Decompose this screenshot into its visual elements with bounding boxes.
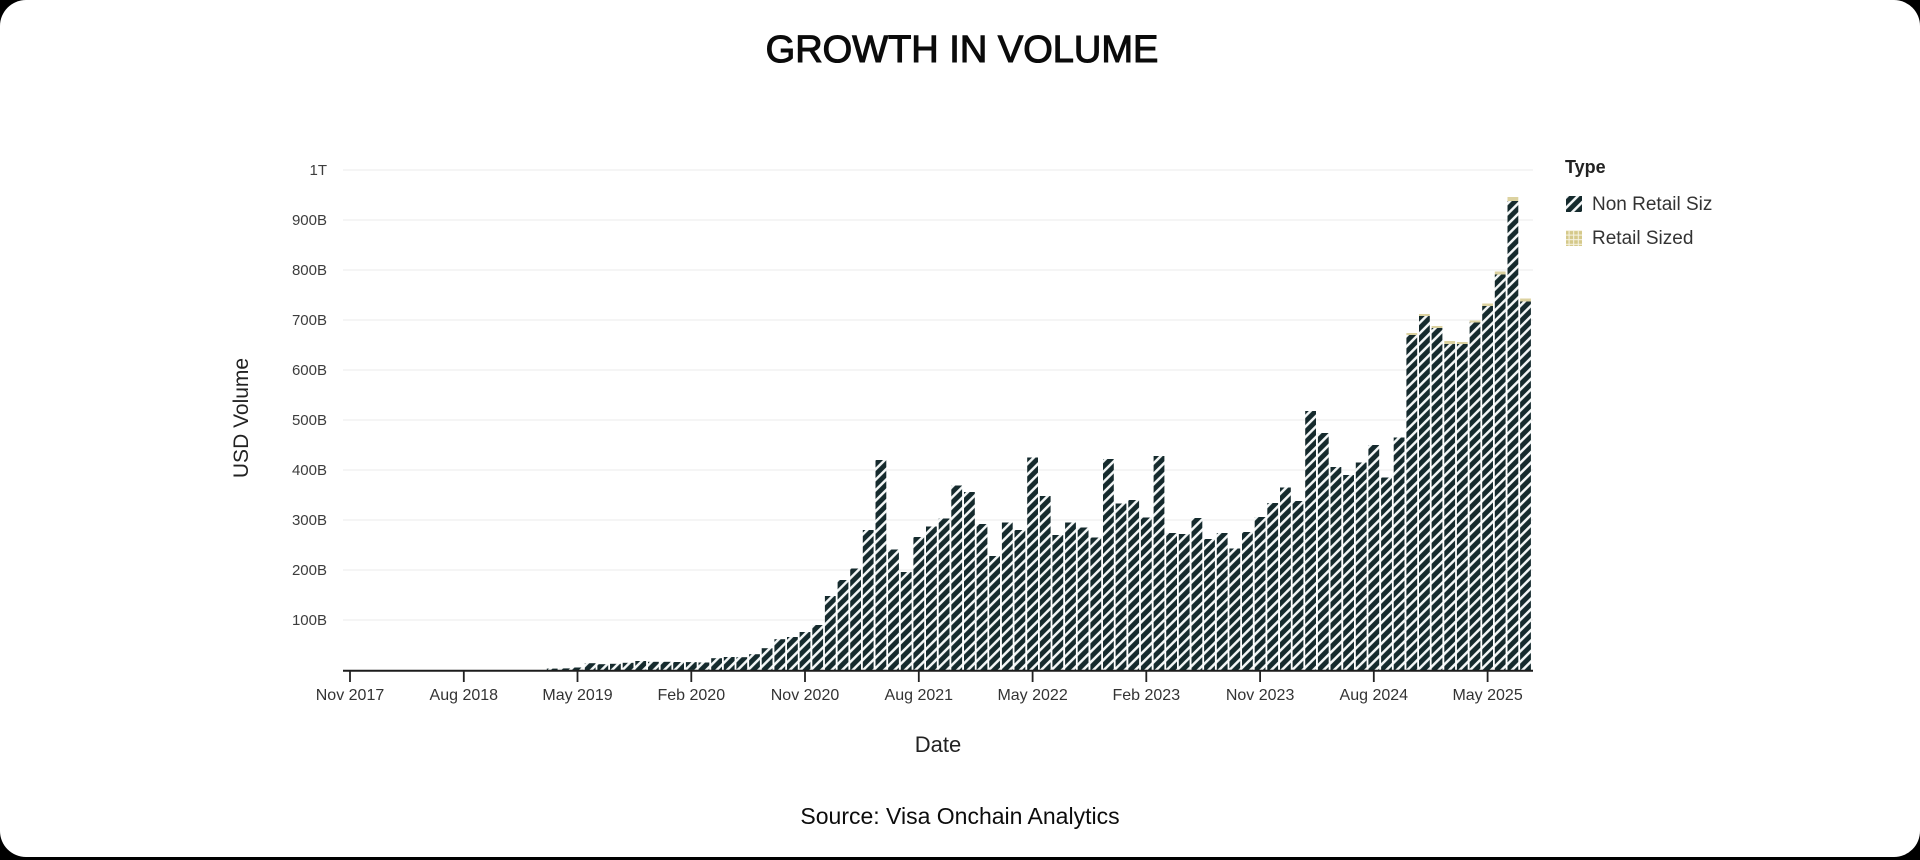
svg-text:Nov 2023: Nov 2023 xyxy=(1226,687,1295,704)
svg-text:May 2025: May 2025 xyxy=(1452,687,1522,704)
svg-text:Retail Sized: Retail Sized xyxy=(1592,228,1693,249)
svg-text:Aug 2024: Aug 2024 xyxy=(1340,687,1409,704)
svg-text:800B: 800B xyxy=(292,262,327,279)
svg-text:May 2022: May 2022 xyxy=(997,687,1067,704)
svg-text:200B: 200B xyxy=(292,562,327,579)
svg-text:300B: 300B xyxy=(292,512,327,529)
svg-text:400B: 400B xyxy=(292,462,327,479)
svg-text:Feb 2020: Feb 2020 xyxy=(657,687,725,704)
svg-text:May 2019: May 2019 xyxy=(542,687,612,704)
svg-text:Nov 2020: Nov 2020 xyxy=(771,687,840,704)
svg-text:Date: Date xyxy=(915,732,961,757)
svg-text:1T: 1T xyxy=(309,162,327,179)
svg-text:Aug 2021: Aug 2021 xyxy=(885,687,954,704)
svg-text:600B: 600B xyxy=(292,362,327,379)
svg-text:Type: Type xyxy=(1565,157,1606,177)
svg-text:Nov 2017: Nov 2017 xyxy=(316,687,385,704)
svg-text:100B: 100B xyxy=(292,612,327,629)
svg-text:Non Retail Siz: Non Retail Siz xyxy=(1592,194,1712,215)
svg-text:Source: Visa Onchain Analytics: Source: Visa Onchain Analytics xyxy=(800,803,1119,829)
svg-text:GROWTH IN VOLUME: GROWTH IN VOLUME xyxy=(766,29,1159,71)
svg-text:500B: 500B xyxy=(292,412,327,429)
svg-text:USD Volume: USD Volume xyxy=(230,358,253,478)
svg-text:Aug 2018: Aug 2018 xyxy=(430,687,499,704)
svg-text:Feb 2023: Feb 2023 xyxy=(1112,687,1180,704)
svg-text:700B: 700B xyxy=(292,312,327,329)
svg-text:900B: 900B xyxy=(292,212,327,229)
